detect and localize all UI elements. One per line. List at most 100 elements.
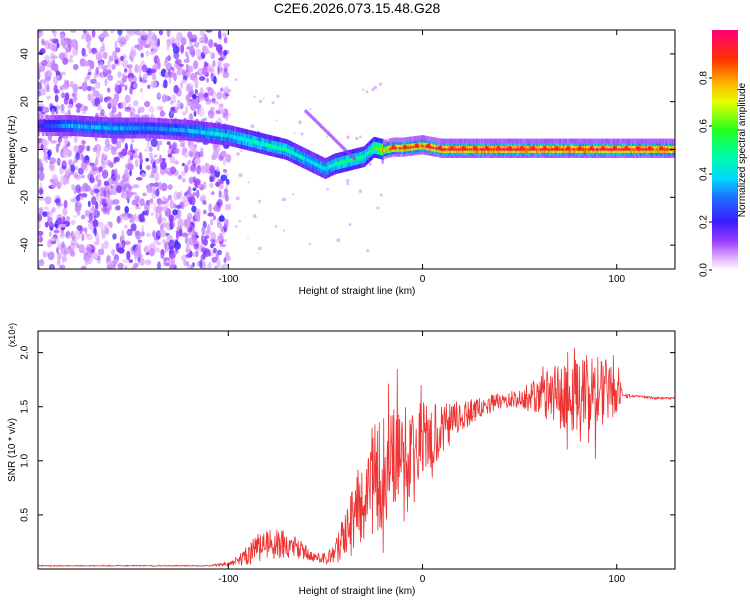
ridge-cell	[282, 150, 284, 155]
noise-speckle	[91, 248, 95, 254]
ridge-cell	[385, 151, 387, 157]
ridge-cell	[160, 126, 163, 132]
ridge-cell	[101, 121, 103, 126]
ridge-cell	[111, 129, 113, 135]
ridge-cell	[261, 148, 263, 154]
ridge-cell	[346, 166, 348, 172]
ridge-cell	[47, 131, 49, 136]
ridge-cell	[389, 140, 391, 146]
noise-speckle	[185, 244, 191, 254]
ridge-cell	[100, 120, 102, 126]
noise-speckle	[121, 229, 124, 238]
ridge-cell	[410, 136, 412, 142]
noise-speckle	[188, 150, 194, 157]
noise-speckle	[49, 163, 56, 172]
ridge-cell	[145, 129, 147, 135]
noise-speckle	[186, 100, 193, 107]
ridge-cell	[432, 137, 434, 142]
ridge-cell	[227, 128, 230, 134]
ridge-cell	[498, 148, 500, 154]
ridge-cell	[470, 148, 472, 154]
ridge-cell	[171, 134, 174, 140]
noise-speckle	[276, 94, 280, 98]
ridge-cell	[195, 120, 198, 126]
ridge-cell	[194, 120, 196, 126]
ridge-cell	[341, 167, 344, 173]
noise-speckle	[90, 86, 96, 92]
noise-speckle	[224, 93, 230, 97]
ridge-cell	[132, 117, 134, 123]
ridge-cell	[463, 138, 465, 144]
ridge-cell	[404, 137, 407, 143]
noise-speckle	[162, 196, 166, 201]
ridge-cell	[272, 143, 275, 149]
ridge-cell	[346, 162, 348, 168]
ridge-cell	[261, 149, 264, 154]
noise-speckle	[157, 91, 161, 98]
noise-speckle	[213, 101, 219, 105]
noise-speckle	[78, 86, 82, 90]
ridge-cell	[447, 138, 449, 144]
ridge-cell	[272, 139, 274, 145]
ridge-cell	[346, 158, 348, 164]
ridge-cell	[95, 128, 98, 134]
noise-speckle	[191, 226, 195, 232]
noise-speckle	[102, 206, 108, 215]
noise-speckle	[81, 174, 85, 179]
ridge-cell	[161, 134, 164, 140]
ridge-cell	[223, 128, 226, 134]
ridge-cell	[233, 138, 235, 143]
noise-speckle	[192, 252, 199, 257]
ridge-cell	[237, 139, 240, 144]
noise-speckle	[56, 74, 60, 80]
ridge-cell	[50, 131, 52, 136]
ridge-cell	[338, 160, 341, 166]
noise-speckle	[206, 224, 211, 233]
ridge-cell	[127, 129, 129, 135]
ridge-cell	[136, 125, 139, 131]
ridge-cell	[84, 116, 86, 121]
ridge-cell	[343, 155, 345, 161]
noise-speckle	[114, 83, 119, 93]
ridge-cell	[481, 138, 483, 144]
ridge-cell	[247, 141, 250, 147]
ridge-cell	[172, 134, 174, 140]
ridge-cell	[70, 127, 73, 132]
noise-speckle	[155, 187, 160, 197]
ridge-cell	[274, 144, 276, 149]
noise-speckle	[95, 150, 101, 159]
ridge-cell	[310, 159, 313, 165]
noise-speckle	[112, 199, 120, 205]
ridge-cell	[152, 121, 154, 127]
ridge-cell	[145, 117, 147, 123]
ridge-cell	[338, 164, 341, 170]
ridge-cell	[130, 125, 132, 131]
ridge-cell	[353, 164, 355, 170]
ridge-cell	[274, 148, 276, 153]
ridge-cell	[98, 124, 101, 130]
ridge-cell	[177, 119, 179, 125]
ridge-cell	[46, 123, 49, 128]
noise-speckle	[204, 162, 210, 168]
ridge-cell	[303, 147, 305, 153]
ridge-cell	[249, 146, 251, 151]
ridge-cell	[199, 137, 202, 143]
ridge-cell	[159, 130, 161, 135]
noise-speckle	[110, 260, 117, 267]
noise-speckle	[188, 90, 194, 97]
ridge-cell	[254, 135, 257, 141]
ridge-cell	[205, 126, 207, 131]
ridge-cell	[304, 164, 306, 169]
noise-speckle	[105, 98, 112, 104]
noise-speckle	[74, 205, 80, 213]
ridge-cell	[209, 134, 212, 140]
noise-speckle	[152, 161, 156, 169]
ridge-cell	[320, 171, 322, 177]
ridge-cell	[174, 127, 177, 132]
ridge-cell	[265, 134, 268, 139]
ridge-cell	[399, 142, 401, 148]
noise-speckle	[101, 227, 104, 235]
ridge-cell	[327, 169, 329, 174]
noise-speckle	[40, 144, 44, 151]
ridge-cell	[254, 147, 257, 153]
